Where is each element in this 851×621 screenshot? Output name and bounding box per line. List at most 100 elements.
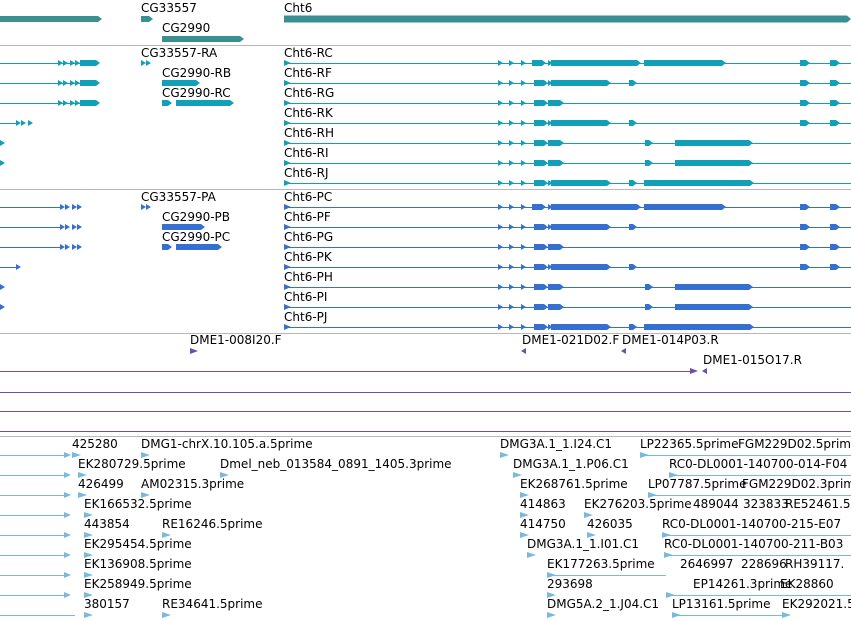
- transcript-label[interactable]: Cht6-RJ: [284, 166, 329, 180]
- est-label[interactable]: 380157: [84, 597, 130, 611]
- est-label[interactable]: EK28860: [780, 577, 834, 591]
- transcript-label[interactable]: Cht6-RI: [284, 146, 329, 160]
- exon-bar: [675, 284, 753, 290]
- est-marker: [84, 592, 93, 598]
- est-label[interactable]: EK136908.5prime: [84, 557, 192, 571]
- est-label[interactable]: 425280: [72, 437, 118, 451]
- strand-arrow: [284, 304, 291, 310]
- est-label[interactable]: RE34641.5prime: [162, 597, 263, 611]
- est-label[interactable]: 489044: [693, 497, 739, 511]
- gene-label[interactable]: CG2990: [162, 21, 211, 35]
- est-label[interactable]: 293698: [547, 577, 593, 591]
- gene-label[interactable]: CG33557: [141, 1, 197, 15]
- est-label[interactable]: LP07787.5prime: [648, 477, 747, 491]
- est-label[interactable]: LP13161.5prime: [672, 597, 771, 611]
- protein-label[interactable]: CG2990-PC: [162, 230, 231, 244]
- exon-bar: [644, 60, 726, 66]
- est-marker: [72, 452, 81, 458]
- strand-arrow: [284, 160, 291, 166]
- transcript-label[interactable]: CG2990-RB: [162, 66, 232, 80]
- est-label[interactable]: RE16246.5prime: [162, 517, 263, 531]
- protein-label[interactable]: Cht6-PC: [284, 190, 333, 204]
- est-label[interactable]: DMG3A.1_1.I01.C1: [527, 537, 640, 551]
- est-label[interactable]: 2646997: [680, 557, 734, 571]
- clone-label[interactable]: DME1-014P03.R: [622, 333, 719, 347]
- est-marker: [584, 512, 593, 518]
- protein-label[interactable]: Cht6-PK: [284, 250, 332, 264]
- exon-arrow: [63, 80, 68, 86]
- est-label[interactable]: EK166532.5prime: [84, 497, 192, 511]
- transcript-label[interactable]: Cht6-RH: [284, 126, 335, 140]
- exon-arrow: [521, 120, 526, 126]
- exon-arrow: [65, 204, 70, 210]
- exon-bar: [830, 60, 840, 66]
- transcript-label[interactable]: Cht6-RC: [284, 46, 333, 60]
- transcript-label[interactable]: Cht6-RG: [284, 86, 335, 100]
- est-label[interactable]: 426035: [587, 517, 633, 531]
- exon-bar: [645, 304, 653, 310]
- est-label[interactable]: 414863: [520, 497, 566, 511]
- clone-label[interactable]: DME1-008I20.F: [190, 333, 282, 347]
- exon-bar: [800, 80, 810, 86]
- clone-label[interactable]: DME1-021D02.F: [522, 333, 620, 347]
- est-label[interactable]: FGM229D02.3prime: [742, 477, 851, 491]
- est-label[interactable]: EK295454.5prime: [84, 537, 192, 551]
- protein-label[interactable]: Cht6-PF: [284, 210, 331, 224]
- est-label[interactable]: LP22365.5prime: [640, 437, 739, 451]
- est-label[interactable]: 414750: [520, 517, 566, 531]
- est-label[interactable]: EK292021.5: [782, 597, 851, 611]
- est-label[interactable]: 228696: [741, 557, 787, 571]
- exon-bar: [551, 120, 611, 126]
- est-label[interactable]: FGM229D02.5prime: [738, 437, 851, 451]
- transcript-label[interactable]: CG33557-RA: [141, 46, 218, 60]
- est-label[interactable]: AM02315.3prime: [141, 477, 245, 491]
- protein-label[interactable]: Cht6-PI: [284, 290, 328, 304]
- est-label[interactable]: EK276203.5prime: [584, 497, 692, 511]
- est-arrow: [64, 552, 71, 558]
- exon-bar: [800, 244, 810, 250]
- est-label[interactable]: RH39117.: [785, 557, 845, 571]
- est-label[interactable]: EK280729.5prime: [78, 457, 186, 471]
- exon-arrow: [65, 244, 70, 250]
- est-label[interactable]: Dmel_neb_013584_0891_1405.3prime: [220, 457, 452, 471]
- exon-bar: [534, 224, 548, 230]
- transcript-label[interactable]: Cht6-RF: [284, 66, 332, 80]
- transcript-label[interactable]: Cht6-RK: [284, 106, 333, 120]
- est-label[interactable]: 323833: [743, 497, 789, 511]
- est-label[interactable]: DMG5A.2_1.J04.C1: [547, 597, 660, 611]
- est-label[interactable]: RC0-DL0001-140700-215-E07: [662, 517, 842, 531]
- exon-bar: [675, 140, 753, 146]
- est-label[interactable]: EK177263.5prime: [547, 557, 655, 571]
- exon-arrow: [0, 284, 5, 290]
- est-label[interactable]: DMG3A.1_1.I24.C1: [500, 437, 613, 451]
- est-arrow: [64, 512, 71, 518]
- protein-label[interactable]: CG33557-PA: [141, 190, 216, 204]
- est-label[interactable]: 443854: [84, 517, 130, 531]
- transcript-label[interactable]: CG2990-RC: [162, 86, 231, 100]
- clone-label[interactable]: DME1-015O17.R: [703, 353, 802, 367]
- exon-bar: [830, 100, 840, 106]
- est-label[interactable]: EP14261.3prime: [693, 577, 793, 591]
- est-label[interactable]: RE52461.5: [785, 497, 851, 511]
- exon-arrow: [509, 180, 514, 186]
- est-label[interactable]: 426499: [78, 477, 124, 491]
- est-label[interactable]: DMG1-chrX.10.105.a.5prime: [141, 437, 313, 451]
- exon-arrow: [28, 120, 33, 126]
- est-label[interactable]: RC0-DL0001-140700-014-F04: [669, 457, 848, 471]
- protein-label[interactable]: Cht6-PJ: [284, 310, 328, 324]
- protein-label[interactable]: Cht6-PH: [284, 270, 333, 284]
- exon-arrow: [498, 120, 503, 126]
- gene-label[interactable]: Cht6: [284, 1, 313, 15]
- est-label[interactable]: DMG3A.1_1.P06.C1: [513, 457, 629, 471]
- est-marker: [84, 552, 93, 558]
- est-label[interactable]: RC0-DL0001-140700-211-B03: [664, 537, 844, 551]
- est-label[interactable]: EK268761.5prime: [520, 477, 628, 491]
- exon-arrow: [72, 244, 77, 250]
- est-label[interactable]: EK258949.5prime: [84, 577, 192, 591]
- protein-label[interactable]: CG2990-PB: [162, 210, 231, 224]
- clone-arrow: [690, 368, 698, 374]
- protein-label[interactable]: Cht6-PG: [284, 230, 334, 244]
- exon-bar: [162, 244, 172, 250]
